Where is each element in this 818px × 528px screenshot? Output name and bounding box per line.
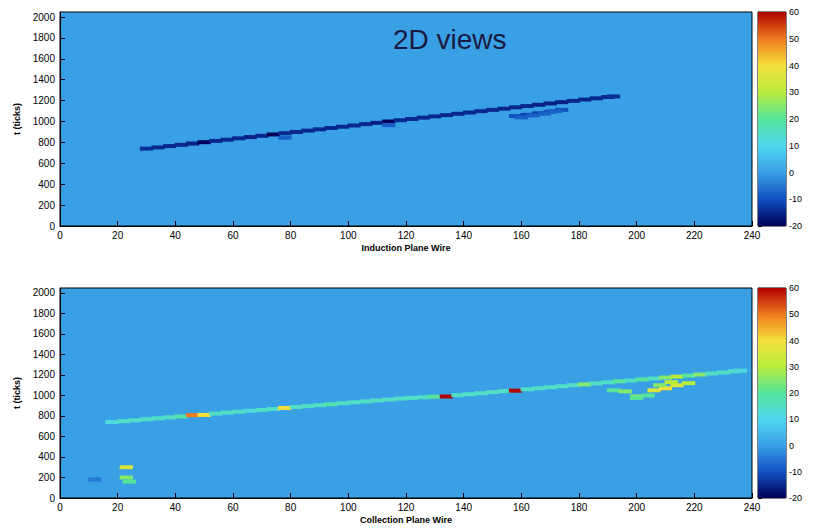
svg-text:Induction Plane Wire: Induction Plane Wire	[362, 243, 451, 253]
svg-text:20: 20	[789, 388, 799, 398]
svg-text:0: 0	[57, 502, 63, 513]
svg-text:50: 50	[789, 34, 799, 44]
svg-text:Collection Plane Wire: Collection Plane Wire	[360, 515, 452, 525]
svg-text:0: 0	[57, 230, 63, 241]
svg-text:-10: -10	[789, 467, 802, 477]
svg-text:1800: 1800	[33, 308, 56, 319]
svg-text:140: 140	[455, 502, 472, 513]
svg-text:0: 0	[789, 441, 794, 451]
svg-text:600: 600	[38, 431, 55, 442]
svg-text:t (ticks): t (ticks)	[12, 103, 22, 135]
svg-text:1200: 1200	[33, 369, 56, 380]
svg-text:600: 600	[38, 158, 55, 169]
svg-text:2000: 2000	[33, 12, 56, 23]
svg-text:800: 800	[38, 410, 55, 421]
svg-text:40: 40	[789, 61, 799, 71]
svg-text:20: 20	[112, 502, 124, 513]
svg-text:-20: -20	[789, 221, 802, 231]
svg-text:1800: 1800	[33, 32, 56, 43]
svg-text:10: 10	[789, 141, 799, 151]
svg-text:40: 40	[170, 502, 182, 513]
svg-text:1400: 1400	[33, 74, 56, 85]
svg-text:20: 20	[112, 230, 124, 241]
svg-text:60: 60	[227, 230, 239, 241]
svg-text:240: 240	[744, 230, 761, 241]
svg-text:160: 160	[513, 230, 530, 241]
svg-text:40: 40	[170, 230, 182, 241]
svg-text:100: 100	[340, 502, 357, 513]
svg-text:400: 400	[38, 451, 55, 462]
svg-text:1200: 1200	[33, 95, 56, 106]
svg-text:140: 140	[455, 230, 472, 241]
svg-text:1000: 1000	[33, 116, 56, 127]
svg-text:2000: 2000	[33, 287, 56, 298]
svg-text:20: 20	[789, 114, 799, 124]
svg-text:400: 400	[38, 179, 55, 190]
svg-text:60: 60	[789, 283, 799, 293]
svg-text:1400: 1400	[33, 349, 56, 360]
svg-text:60: 60	[789, 7, 799, 17]
svg-text:220: 220	[686, 502, 703, 513]
svg-text:120: 120	[398, 502, 415, 513]
svg-text:40: 40	[789, 336, 799, 346]
svg-text:240: 240	[744, 502, 761, 513]
svg-text:200: 200	[38, 200, 55, 211]
svg-text:30: 30	[789, 87, 799, 97]
svg-text:180: 180	[571, 502, 588, 513]
svg-text:1000: 1000	[33, 390, 56, 401]
svg-text:80: 80	[285, 502, 297, 513]
svg-text:2D views: 2D views	[393, 24, 507, 55]
svg-text:-10: -10	[789, 194, 802, 204]
svg-text:100: 100	[340, 230, 357, 241]
svg-text:1600: 1600	[33, 53, 56, 64]
svg-text:80: 80	[285, 230, 297, 241]
svg-text:0: 0	[49, 493, 55, 504]
svg-text:800: 800	[38, 137, 55, 148]
svg-text:-20: -20	[789, 493, 802, 503]
svg-text:0: 0	[49, 221, 55, 232]
svg-text:t (ticks): t (ticks)	[12, 377, 22, 409]
svg-text:10: 10	[789, 414, 799, 424]
svg-text:30: 30	[789, 362, 799, 372]
svg-text:50: 50	[789, 309, 799, 319]
svg-text:0: 0	[789, 168, 794, 178]
svg-text:120: 120	[398, 230, 415, 241]
svg-text:60: 60	[227, 502, 239, 513]
svg-text:160: 160	[513, 502, 530, 513]
svg-text:200: 200	[628, 230, 645, 241]
svg-text:180: 180	[571, 230, 588, 241]
svg-text:200: 200	[38, 472, 55, 483]
svg-text:200: 200	[628, 502, 645, 513]
svg-text:1600: 1600	[33, 328, 56, 339]
svg-text:220: 220	[686, 230, 703, 241]
